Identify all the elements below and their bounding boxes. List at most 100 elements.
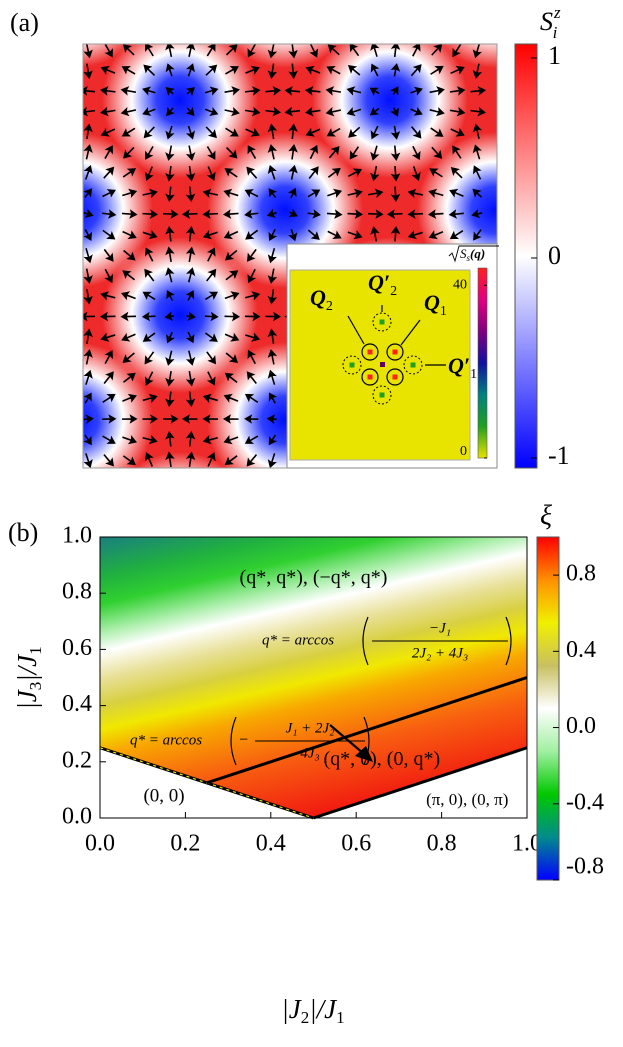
xlabel: |J2|/J1 bbox=[281, 994, 344, 1027]
label-text: |J bbox=[12, 688, 42, 709]
radical-sign bbox=[448, 245, 499, 263]
colorbar-tick-label: 0.8 bbox=[566, 561, 596, 587]
colorbar-tick-label: 40 bbox=[453, 277, 467, 292]
label-base: S bbox=[460, 246, 467, 261]
label-sub: 3 bbox=[26, 682, 45, 691]
inset-peak bbox=[392, 374, 398, 380]
y-tick-label: 0.8 bbox=[62, 579, 92, 605]
inset-peak-ring bbox=[403, 355, 423, 375]
inset-peak bbox=[367, 374, 373, 380]
colorbar-tick-label: -1 bbox=[548, 441, 570, 470]
colorbar-label: ξ bbox=[540, 500, 552, 531]
peak-label: Q1 bbox=[424, 290, 447, 319]
label-sub: 1 bbox=[336, 1008, 345, 1027]
phase-label: (q*, 0), (0, q*) bbox=[323, 748, 440, 770]
label-base: Q′ bbox=[368, 270, 390, 295]
inset-peak-ring bbox=[361, 368, 379, 386]
phase-boundary bbox=[206, 676, 528, 785]
inset-peak-ring bbox=[386, 343, 404, 361]
colorbar-tick-label: 0.4 bbox=[566, 637, 596, 663]
inset-peak bbox=[410, 362, 416, 368]
y-tick-label: 0.2 bbox=[62, 747, 92, 773]
y-tick-label: 0.4 bbox=[62, 691, 92, 717]
peak-label: Q2 bbox=[310, 285, 333, 314]
label-base: S bbox=[540, 7, 553, 36]
inset-peak bbox=[349, 362, 355, 368]
label-text: |/J bbox=[309, 994, 338, 1024]
skyrmion-core bbox=[83, 44, 132, 68]
inset-peak-ring bbox=[361, 343, 379, 361]
colorbar bbox=[536, 536, 560, 881]
colorbar-label: Sz i bbox=[540, 3, 561, 42]
leader-line bbox=[400, 319, 421, 346]
skyrmion-core bbox=[0, 22, 48, 178]
label-sup: z bbox=[553, 3, 561, 22]
colorbar-tick-label: -0.8 bbox=[566, 854, 604, 880]
label-sub: 2 bbox=[301, 1008, 310, 1027]
inset-center bbox=[380, 362, 385, 367]
formula-num: J₁ + 2J₂ bbox=[286, 720, 335, 736]
inset-peak-ring bbox=[372, 385, 392, 405]
skyrmion-core bbox=[0, 237, 48, 393]
paren bbox=[230, 716, 237, 766]
skyrmion-core bbox=[102, 237, 258, 393]
inset-peak-ring bbox=[372, 312, 392, 332]
peak-label: Q′1 bbox=[448, 353, 477, 382]
arrow-head bbox=[355, 746, 373, 762]
formula-lhs: q* = arccos bbox=[130, 732, 202, 748]
label-base: Q bbox=[424, 290, 440, 315]
skyrmion-core bbox=[312, 44, 468, 178]
colorbar-tick-label: 0.0 bbox=[566, 713, 596, 739]
paren bbox=[362, 616, 369, 666]
peak-label: Q′2 bbox=[368, 270, 397, 299]
formula-lhs: q* = arccos bbox=[262, 632, 334, 648]
x-tick-label: 0.0 bbox=[85, 831, 115, 857]
label-sub: i bbox=[553, 23, 558, 42]
formula-num: −J₁ bbox=[429, 620, 451, 636]
panel-label: (a) bbox=[10, 8, 39, 37]
inset-peak bbox=[392, 349, 398, 355]
label-base: Q′ bbox=[448, 353, 470, 378]
colorbar bbox=[514, 43, 538, 469]
label-arg: (q) bbox=[470, 246, 485, 261]
inset-colorbar bbox=[477, 267, 488, 459]
phase-label: (q*, q*), (−q*, q*) bbox=[240, 567, 388, 589]
label-text: |/J bbox=[12, 653, 42, 682]
formula-den: 2J₂ + 4J₃ bbox=[412, 645, 468, 661]
colorbar-tick-label: 0 bbox=[548, 241, 561, 270]
label-sub: 1 bbox=[470, 367, 477, 382]
inset-peak bbox=[367, 349, 373, 355]
inset-peak-ring bbox=[342, 355, 362, 375]
inset-peak bbox=[379, 392, 385, 398]
phase-label: (π, 0), (0, π) bbox=[426, 790, 508, 809]
paren bbox=[505, 616, 512, 666]
y-tick-label: 0.6 bbox=[62, 635, 92, 661]
formula-sign: − bbox=[239, 732, 248, 749]
leader-line bbox=[347, 315, 365, 345]
y-tick-label: 1.0 bbox=[62, 523, 92, 549]
ylabel: |J3|/J1 bbox=[12, 646, 45, 709]
panel-b: 0.0 0.2 0.4 0.6 0.8 1.00.00.20.40.60.81.0|J2|… bbox=[12, 500, 604, 1026]
inset-colorbar-label: Ss(q) bbox=[460, 246, 485, 263]
inset-peak-ring bbox=[386, 368, 404, 386]
label-sub: 1 bbox=[440, 304, 447, 319]
skyrmion-core bbox=[132, 452, 228, 468]
paren bbox=[363, 716, 370, 766]
x-tick-label: 0.2 bbox=[170, 831, 200, 857]
x-tick-label: 0.8 bbox=[427, 831, 457, 857]
heatmap-region bbox=[100, 537, 527, 818]
label-base: Q bbox=[310, 285, 326, 310]
label-sub: 2 bbox=[390, 284, 397, 299]
colorbar-tick-label: 0 bbox=[460, 444, 467, 459]
y-tick-label: 0.0 bbox=[62, 804, 92, 830]
annotation-arrow bbox=[329, 724, 365, 755]
phase-boundary bbox=[313, 746, 528, 820]
formula-den: 4J₃ bbox=[300, 745, 319, 761]
colorbar-tick-label: 1 bbox=[548, 41, 561, 70]
label-sub: s bbox=[467, 253, 471, 263]
label-sub: 1 bbox=[26, 646, 45, 655]
